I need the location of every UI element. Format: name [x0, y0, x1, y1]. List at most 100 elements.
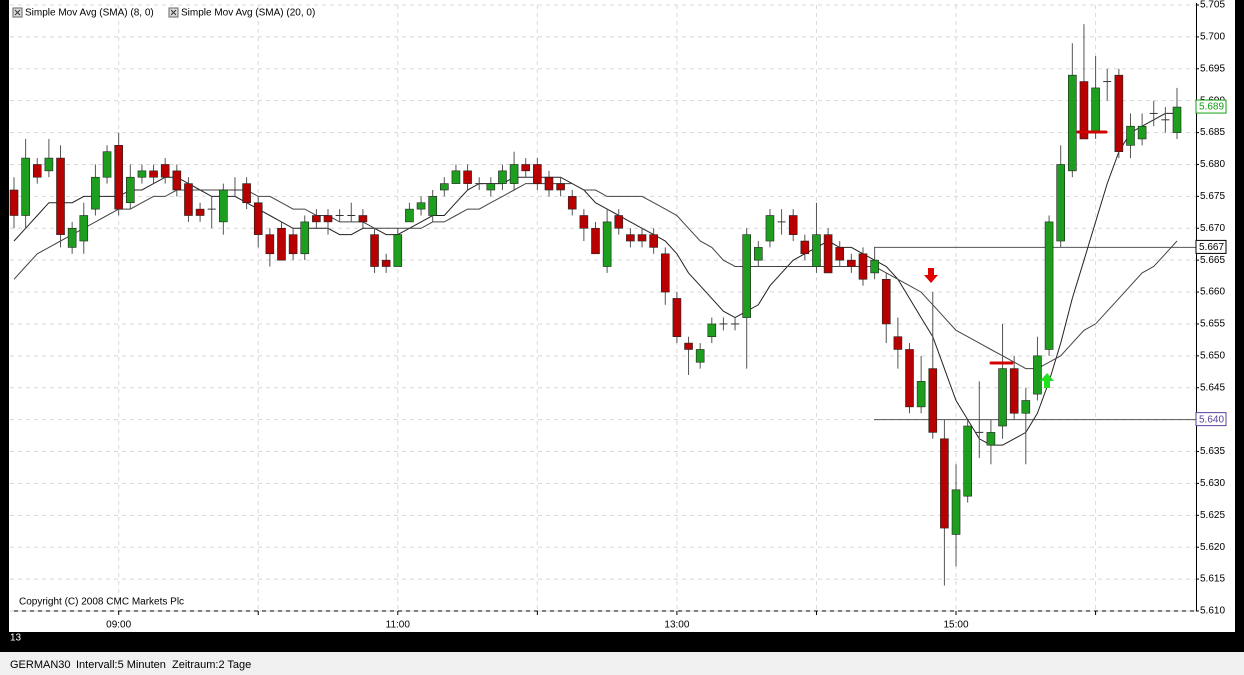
y-tick-label: 5.695 — [1200, 63, 1225, 74]
candle-body — [509, 164, 519, 184]
footer: GERMAN30 Intervall:5 Minuten Zeitraum:2 … — [10, 659, 251, 671]
candle-body — [79, 215, 89, 242]
y-tick-label: 5.680 — [1200, 159, 1225, 170]
candle-body — [242, 183, 251, 204]
candle-body — [707, 323, 717, 338]
legend-label: Simple Mov Avg (SMA) (8, 0) — [25, 8, 154, 19]
candle-body — [1068, 74, 1077, 172]
candle-body — [300, 221, 310, 255]
candle-body — [126, 176, 135, 204]
candle-body — [1172, 106, 1182, 133]
x-tick-label: 13:00 — [664, 620, 689, 631]
candle-body — [1021, 400, 1031, 414]
interval: Intervall:5 Minuten — [76, 659, 166, 671]
candle-body — [521, 164, 531, 172]
candle-body — [1009, 368, 1019, 414]
candle-body — [67, 227, 77, 248]
y-tick-label: 5.615 — [1200, 574, 1225, 585]
legend: Simple Mov Avg (SMA) (8, 0) Simple Mov A… — [12, 7, 315, 19]
candle-body — [602, 221, 612, 267]
candle-body — [9, 189, 19, 216]
candle-body — [812, 234, 821, 267]
y-tick-label: 5.620 — [1200, 542, 1225, 553]
candle-body — [986, 432, 996, 446]
candle-body — [998, 368, 1007, 427]
candle-body — [312, 215, 321, 223]
candle-body — [800, 240, 810, 255]
candle-body — [451, 170, 461, 184]
candle-body — [672, 298, 682, 338]
candle-body — [684, 342, 693, 350]
level-box — [1195, 412, 1227, 427]
candle-body — [463, 170, 472, 184]
candle-body — [381, 259, 391, 267]
candle-body — [881, 278, 891, 325]
y-tick-label: 5.645 — [1200, 382, 1225, 393]
candle-body — [533, 164, 542, 184]
legend-label: Simple Mov Avg (SMA) (20, 0) — [181, 8, 315, 19]
candle-body — [102, 151, 112, 178]
candle-body — [847, 259, 856, 267]
corner-label: 13 — [10, 633, 22, 644]
candle-body — [1033, 355, 1042, 395]
y-tick-label: 5.625 — [1200, 510, 1225, 521]
legend-checkbox-cross — [170, 9, 177, 16]
symbol: GERMAN30 — [10, 659, 71, 671]
plot: 5.667 5.640 5.689 — [9, 24, 1227, 586]
candle-body — [567, 196, 577, 210]
candle-body — [277, 227, 286, 261]
x-tick-label: 11:00 — [386, 620, 411, 631]
candle-body — [160, 164, 170, 178]
y-tick-label: 5.660 — [1200, 287, 1225, 298]
candle-body — [637, 234, 647, 242]
last-price-box — [1195, 99, 1227, 114]
candle-body — [265, 234, 275, 255]
candle-body — [823, 234, 833, 274]
candle-body — [405, 208, 414, 223]
candle-body — [149, 170, 158, 178]
level-box — [1195, 239, 1227, 254]
y-tick-label: 5.630 — [1200, 478, 1225, 489]
candle-body — [137, 170, 147, 178]
candle-body — [323, 215, 333, 223]
candle-body — [544, 176, 554, 191]
candle-body — [114, 145, 123, 210]
y-tick-label: 5.675 — [1200, 191, 1225, 202]
candle-body — [660, 253, 670, 293]
candle-body — [91, 176, 100, 210]
candle-body — [556, 183, 565, 191]
candle-body — [1044, 221, 1054, 350]
candle-body — [788, 215, 798, 235]
y-tick-label: 5.650 — [1200, 350, 1225, 361]
candle-body — [905, 349, 914, 408]
candle-body — [393, 234, 403, 267]
buy-arrow — [1040, 373, 1054, 388]
y-tick-label: 5.655 — [1200, 319, 1225, 330]
candle-body — [614, 215, 624, 229]
sma-line — [13, 183, 1178, 370]
candle-body — [940, 438, 949, 529]
candle-body — [253, 202, 263, 235]
candle-body — [591, 227, 600, 255]
copyright: Copyright (C) 2008 CMC Markets Plc — [19, 597, 184, 608]
y-tick-label: 5.610 — [1200, 606, 1225, 617]
period: Zeitraum:2 Tage — [172, 659, 251, 671]
legend-checkbox-cross — [14, 9, 21, 16]
candle-body — [1091, 87, 1100, 133]
candle-body — [928, 368, 938, 433]
sell-arrow — [924, 268, 938, 283]
candle-body — [486, 183, 496, 191]
candle-body — [1126, 125, 1135, 146]
candle-body — [1114, 74, 1124, 153]
candle-body — [835, 247, 845, 261]
candle-body — [754, 247, 763, 261]
y-tick-label: 5.665 — [1200, 255, 1225, 266]
y-tick-label: 5.705 — [1200, 0, 1225, 11]
candle-body — [742, 234, 751, 318]
chart-canvas — [9, 0, 1235, 632]
candle-body — [1079, 81, 1089, 140]
candle-body — [56, 157, 65, 235]
y-tick-label: 5.670 — [1200, 223, 1225, 234]
candle-body — [893, 336, 903, 350]
